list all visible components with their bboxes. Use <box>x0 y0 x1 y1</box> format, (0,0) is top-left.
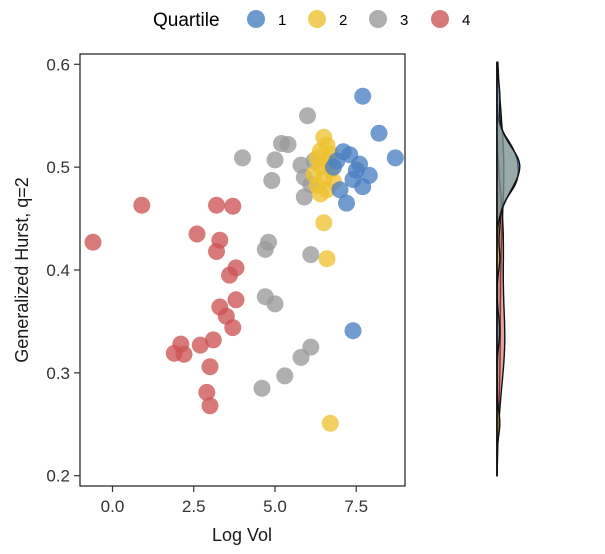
point-q1-0 <box>354 87 372 105</box>
y-tick-label: 0.2 <box>46 467 70 486</box>
point-q4-1 <box>133 196 151 214</box>
point-q3-8 <box>263 172 281 189</box>
density-q1 <box>496 61 521 476</box>
legend-label-1: 1 <box>278 12 286 29</box>
points-layer <box>84 87 404 432</box>
legend-entry-3: 3 <box>369 10 408 29</box>
point-q1-14 <box>325 158 342 176</box>
point-q3-15 <box>266 295 284 313</box>
point-q4-18 <box>201 358 219 376</box>
legend-swatch-2 <box>308 10 326 28</box>
marginal-density <box>496 61 521 477</box>
point-q1-10 <box>331 181 349 199</box>
legend-title: Quartile <box>153 10 220 31</box>
point-q3-13 <box>302 246 320 264</box>
point-q4-19 <box>198 383 216 401</box>
point-q4-0 <box>84 233 102 251</box>
point-q1-13 <box>351 155 368 173</box>
legend-swatch-4 <box>431 10 449 28</box>
point-q1-11 <box>338 194 355 212</box>
axis-ticks: 0.0 2.5 5.0 7.5 0.2 0.3 0.4 0.5 0.6 <box>46 55 368 516</box>
point-q4-8 <box>221 266 238 284</box>
point-q3-17 <box>292 348 310 366</box>
y-tick-label: 0.4 <box>46 261 70 280</box>
legend-label-4: 4 <box>462 12 470 29</box>
point-q3-18 <box>276 367 294 385</box>
legend-label-2: 2 <box>339 12 347 29</box>
legend-swatch-1 <box>247 10 265 28</box>
point-q4-20 <box>201 397 219 415</box>
y-tick-label: 0.3 <box>46 364 70 383</box>
y-tick-label: 0.6 <box>46 55 70 74</box>
point-q4-6 <box>208 243 225 260</box>
point-q3-10 <box>295 188 313 206</box>
point-q2-16 <box>321 414 339 432</box>
point-q1-2 <box>386 149 404 167</box>
y-tick-label: 0.5 <box>46 158 70 177</box>
point-q1-1 <box>370 124 388 142</box>
point-q2-15 <box>318 250 336 268</box>
x-axis-title: Log Vol <box>212 525 272 545</box>
x-tick-label: 7.5 <box>344 497 368 516</box>
legend-entry-1: 1 <box>247 10 286 29</box>
point-q4-4 <box>188 225 206 243</box>
legend-entry-2: 2 <box>308 10 347 29</box>
point-q4-13 <box>204 331 222 349</box>
x-tick-label: 0.0 <box>101 497 125 516</box>
legend-entry-4: 4 <box>431 10 470 29</box>
point-q4-12 <box>224 319 242 337</box>
point-q3-0 <box>299 107 316 125</box>
point-q3-19 <box>253 379 271 397</box>
point-q4-17 <box>165 344 183 362</box>
legend: Quartile 1 2 3 4 <box>153 10 470 31</box>
y-axis-title: Generalized Hurst, q=2 <box>12 177 32 363</box>
point-q2-14 <box>315 214 333 232</box>
point-q1-12 <box>344 322 362 340</box>
point-q3-2 <box>279 136 297 153</box>
point-q3-12 <box>256 240 274 258</box>
point-q4-2 <box>208 196 225 214</box>
legend-label-3: 3 <box>400 12 408 29</box>
point-q4-9 <box>227 291 245 309</box>
x-tick-label: 2.5 <box>182 497 206 516</box>
legend-swatch-3 <box>369 10 387 28</box>
point-q4-3 <box>224 197 242 215</box>
point-q1-9 <box>354 178 372 196</box>
point-q4-14 <box>191 336 209 354</box>
x-tick-label: 5.0 <box>263 497 287 516</box>
point-q2-13 <box>312 185 329 203</box>
point-q3-4 <box>266 151 284 169</box>
point-q3-3 <box>234 149 251 167</box>
